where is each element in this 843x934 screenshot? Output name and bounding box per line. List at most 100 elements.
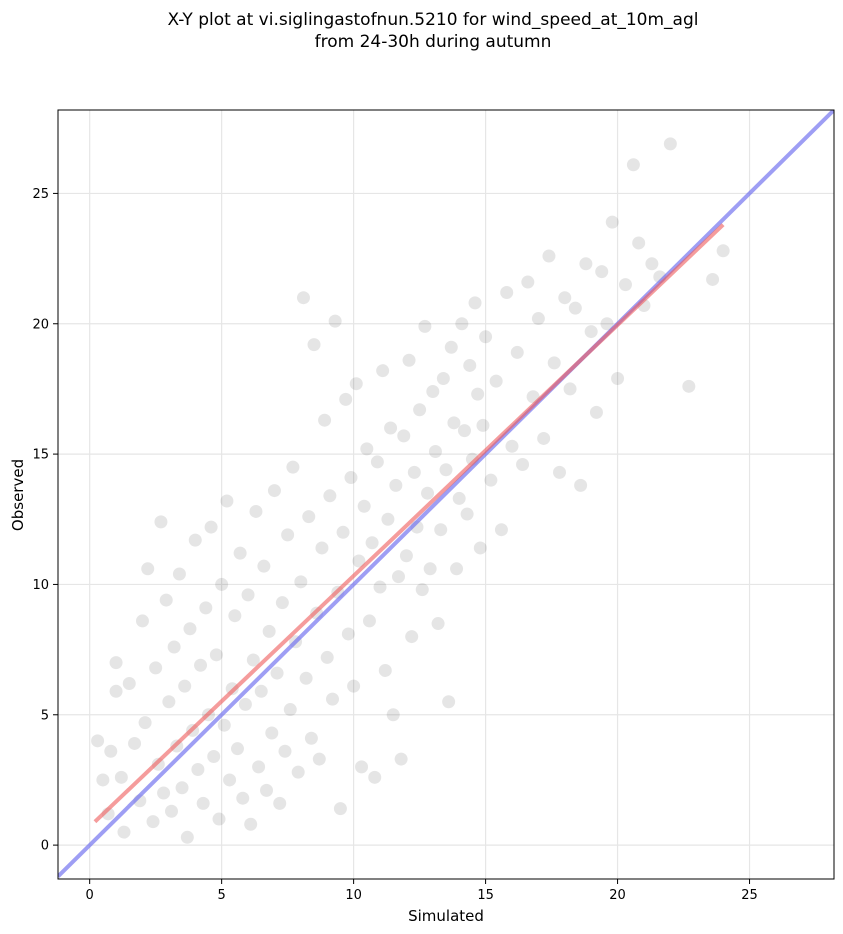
data-point (275, 596, 289, 610)
data-point (249, 504, 263, 518)
data-point (117, 825, 131, 839)
data-point (452, 491, 466, 505)
data-points (91, 137, 730, 844)
data-point (326, 692, 340, 706)
data-point (434, 523, 448, 537)
data-point (180, 830, 194, 844)
data-point (109, 684, 123, 698)
y-tick-label: 5 (41, 708, 49, 723)
data-point (178, 679, 192, 693)
data-point (262, 624, 276, 638)
data-point (500, 285, 514, 299)
data-point (365, 536, 379, 550)
data-point (296, 291, 310, 305)
data-point (407, 465, 421, 479)
data-point (188, 533, 202, 547)
data-point (199, 601, 213, 615)
data-point (521, 275, 535, 289)
data-point (109, 656, 123, 670)
data-point (244, 817, 258, 831)
data-point (273, 796, 287, 810)
data-point (605, 215, 619, 229)
data-point (531, 312, 545, 326)
identity-line (58, 110, 834, 878)
data-point (444, 340, 458, 354)
data-point (217, 718, 231, 732)
data-point (252, 760, 266, 774)
data-point (344, 471, 358, 485)
data-point (439, 463, 453, 477)
data-point (183, 622, 197, 636)
axis-ticks: 0 5 10 15 20 25 0 5 10 15 20 25 (32, 187, 757, 903)
fit-line (93, 223, 725, 824)
data-point (299, 671, 313, 685)
data-point (476, 418, 490, 432)
data-point (600, 317, 614, 331)
data-point (312, 752, 326, 766)
data-point (172, 567, 186, 581)
data-point (563, 382, 577, 396)
data-point (457, 424, 471, 438)
data-point (442, 695, 456, 709)
data-point (484, 473, 498, 487)
data-point (246, 653, 260, 667)
data-point (339, 392, 353, 406)
data-point (423, 562, 437, 576)
data-point (368, 770, 382, 784)
data-point (471, 387, 485, 401)
data-point (207, 749, 221, 763)
data-point (154, 515, 168, 529)
data-point (494, 523, 508, 537)
data-point (238, 697, 252, 711)
data-point (114, 770, 128, 784)
data-point (157, 786, 171, 800)
data-point (215, 577, 229, 591)
data-point (568, 301, 582, 315)
data-point (558, 291, 572, 305)
data-point (381, 512, 395, 526)
data-point (370, 455, 384, 469)
data-point (283, 703, 297, 717)
data-point (167, 640, 181, 654)
data-point (349, 377, 363, 391)
data-point (542, 249, 556, 263)
data-point (194, 658, 208, 672)
data-point (399, 549, 413, 563)
data-point (278, 744, 292, 758)
data-point (618, 278, 632, 292)
plot-frame (57, 109, 835, 880)
y-tick-label: 0 (41, 839, 49, 854)
data-point (428, 444, 442, 458)
data-point (362, 614, 376, 628)
data-point (254, 684, 268, 698)
data-point (473, 541, 487, 555)
data-point (96, 773, 110, 787)
data-point (333, 802, 347, 816)
data-point (645, 257, 659, 271)
data-point (489, 374, 503, 388)
data-point (355, 760, 369, 774)
data-point (304, 731, 318, 745)
data-point (455, 317, 469, 331)
data-point (204, 520, 218, 534)
data-point (386, 708, 400, 722)
data-point (223, 773, 237, 787)
data-point (450, 562, 464, 576)
data-point (682, 379, 696, 393)
data-point (389, 478, 403, 492)
data-point (378, 663, 392, 677)
data-point (547, 356, 561, 370)
data-point (516, 458, 530, 472)
data-point (281, 528, 295, 542)
data-point (220, 494, 234, 508)
y-tick-label: 20 (32, 317, 49, 332)
data-point (128, 736, 142, 750)
data-point (286, 460, 300, 474)
data-point (236, 791, 250, 805)
data-point (328, 314, 342, 328)
y-tick-label: 25 (32, 187, 49, 202)
data-point (241, 588, 255, 602)
x-tick-label: 5 (218, 888, 226, 903)
data-point (91, 734, 105, 748)
data-point (391, 570, 405, 584)
